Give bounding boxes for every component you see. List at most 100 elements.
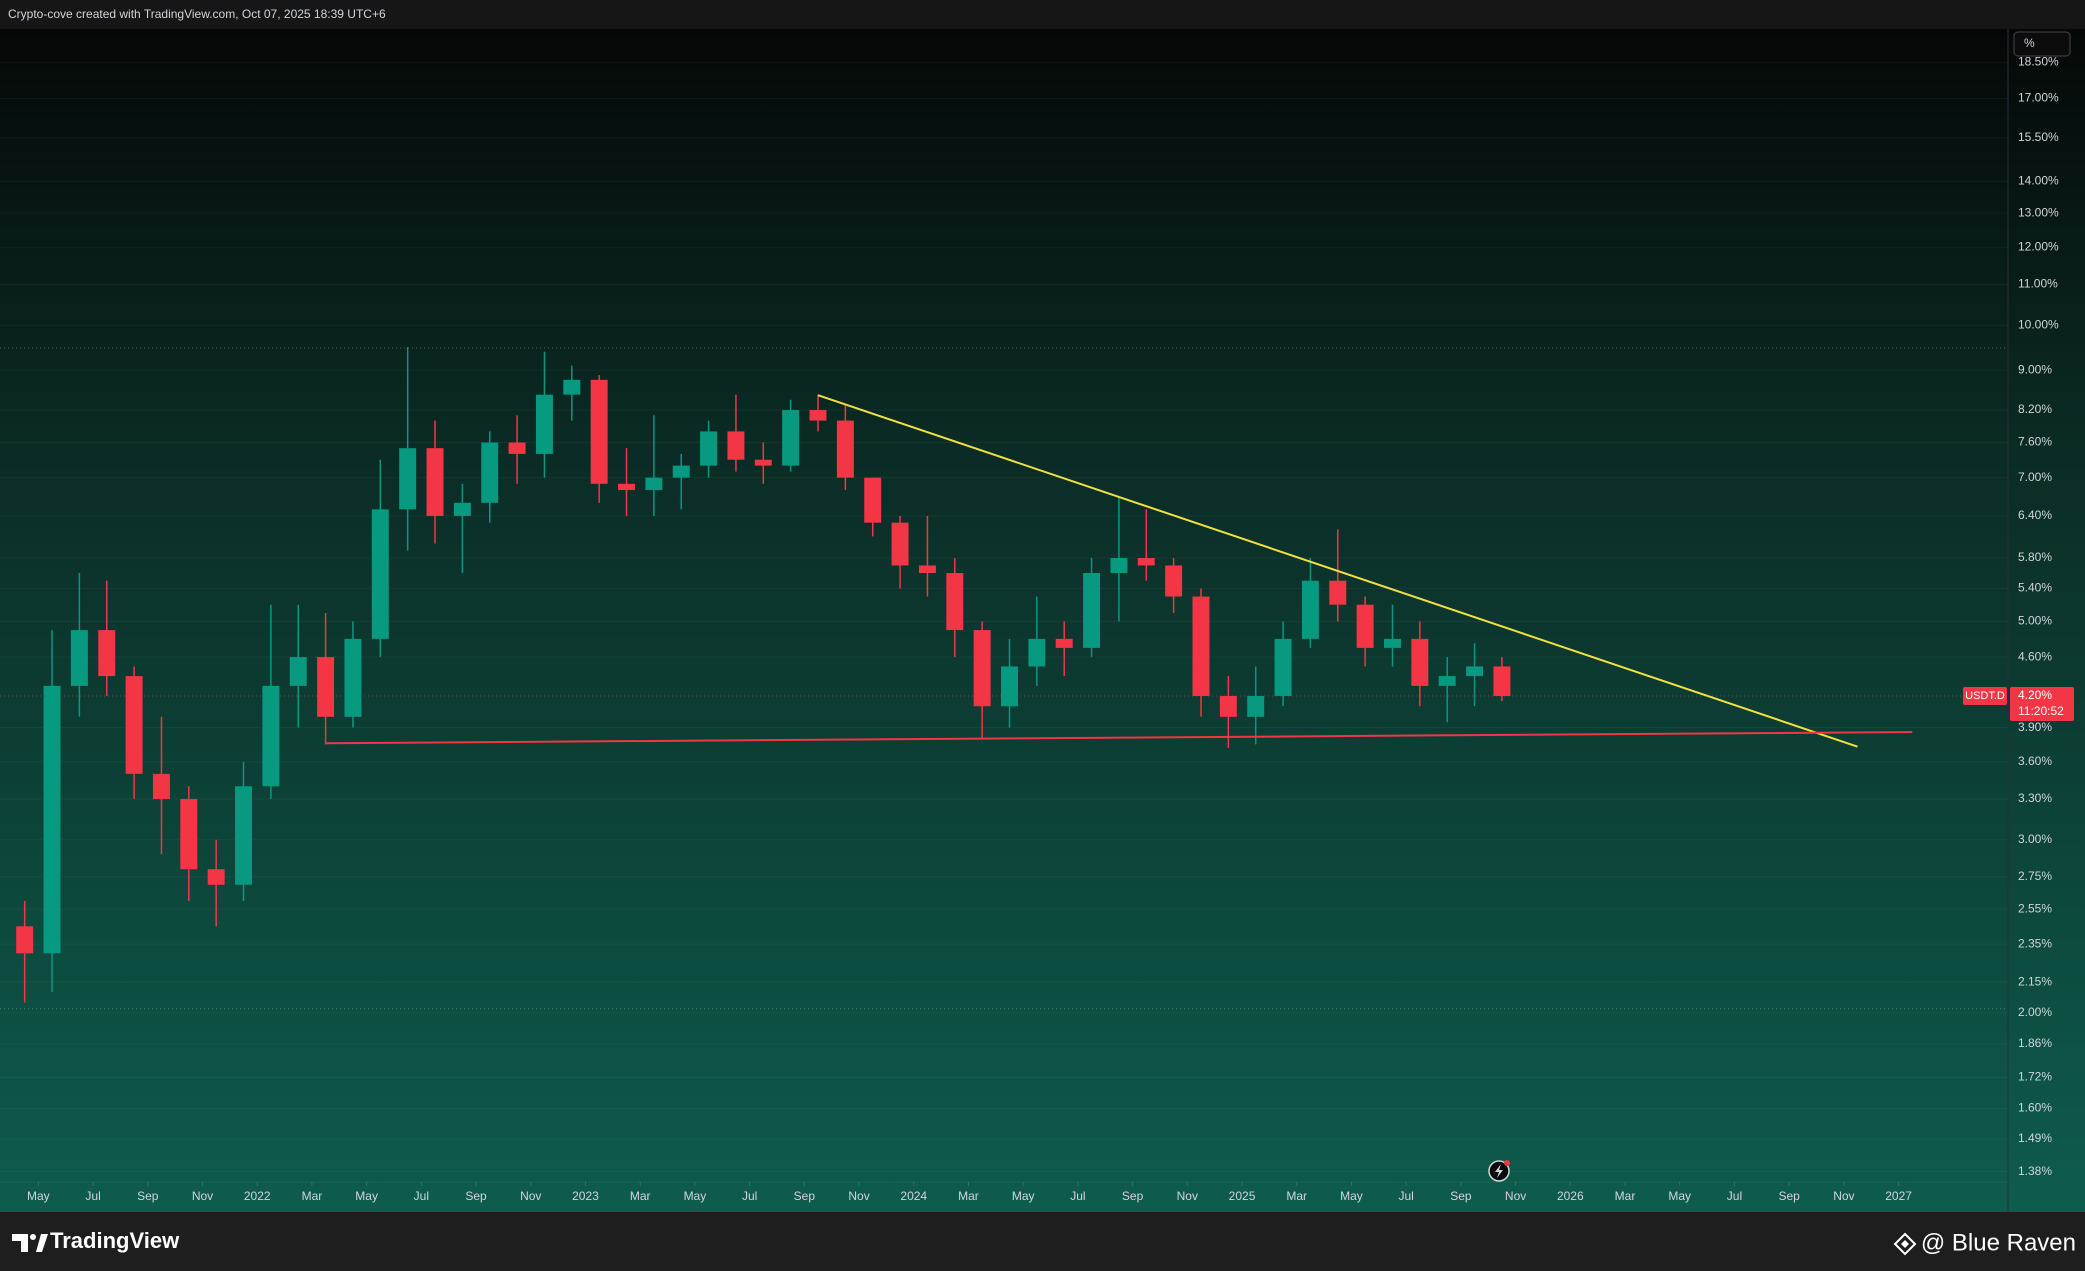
candle-body <box>618 483 635 491</box>
candle-body <box>399 448 417 510</box>
candle-body <box>70 630 88 686</box>
x-tick-label: Nov <box>192 1189 213 1203</box>
candle-body <box>262 685 280 787</box>
candle-body <box>1165 565 1183 597</box>
x-tick-label: Jul <box>1398 1189 1413 1203</box>
x-tick-label: Sep <box>1778 1189 1800 1203</box>
x-tick-label: May <box>1340 1189 1363 1203</box>
candle-body <box>1028 638 1046 667</box>
footer-brand: TradingView <box>50 1228 180 1253</box>
author-icon <box>1893 1232 1917 1256</box>
lightning-dot <box>1504 1160 1510 1166</box>
x-tick-label: Mar <box>1286 1189 1307 1203</box>
candle-body <box>1192 596 1210 696</box>
x-tick-label: 2026 <box>1557 1189 1584 1203</box>
candle-body <box>235 786 253 885</box>
footer-author: @ Blue Raven <box>1921 1229 2076 1256</box>
x-tick-label: Jul <box>1727 1189 1742 1203</box>
candle-body <box>1274 638 1292 696</box>
candle-body <box>1356 604 1374 648</box>
candle-body <box>1466 666 1484 677</box>
y-tick-label: 7.60% <box>2018 435 2052 449</box>
x-tick-label: Nov <box>848 1189 869 1203</box>
candle-body <box>563 379 581 395</box>
candle-body <box>371 509 389 639</box>
x-tick-label: Sep <box>1122 1189 1144 1203</box>
y-tick-label: 8.20% <box>2018 402 2052 416</box>
y-tick-label: 5.40% <box>2018 581 2052 595</box>
candle-body <box>289 657 307 686</box>
candle-body <box>700 431 718 466</box>
x-tick-label: Sep <box>465 1189 487 1203</box>
x-tick-label: 2023 <box>572 1189 599 1203</box>
y-tick-label: 3.30% <box>2018 791 2052 805</box>
candle-body <box>1301 580 1319 639</box>
x-tick-label: Sep <box>1450 1189 1472 1203</box>
candle-body <box>782 410 800 466</box>
last-price-label: 4.20% <box>2018 688 2052 702</box>
candle-body <box>344 638 362 717</box>
symbol-tag <box>1963 686 2007 705</box>
candle-body <box>1001 666 1018 707</box>
y-tick-label: 12.00% <box>2018 239 2059 253</box>
y-tick-label: 17.00% <box>2018 91 2059 105</box>
candle-body <box>152 773 170 800</box>
candle-body <box>16 926 34 954</box>
x-tick-label: Mar <box>1615 1189 1636 1203</box>
y-tick-label: 7.00% <box>2018 470 2052 484</box>
last-price-tag <box>2010 686 2074 721</box>
footer-bar <box>0 1212 2085 1271</box>
scale-button[interactable] <box>2013 31 2071 57</box>
x-tick-label: May <box>355 1189 378 1203</box>
logo-dot <box>30 1234 36 1240</box>
y-tick-label: 4.60% <box>2018 649 2052 663</box>
y-tick-label: 11.00% <box>2018 277 2058 291</box>
logo-slash <box>36 1234 48 1252</box>
scale-button-label[interactable]: % <box>2024 36 2035 50</box>
logo-mark <box>12 1234 28 1252</box>
trend-line <box>325 731 1913 745</box>
y-tick-label: 6.40% <box>2018 508 2052 522</box>
candle-body <box>535 394 553 454</box>
x-tick-label: Mar <box>302 1189 323 1203</box>
y-tick-label: 2.75% <box>2018 869 2052 883</box>
candle-body <box>727 431 745 460</box>
y-tick-label: 5.00% <box>2018 614 2052 628</box>
x-tick-label: 2027 <box>1885 1189 1912 1203</box>
candle-body <box>590 379 608 484</box>
y-tick-label: 10.00% <box>2018 317 2059 331</box>
x-tick-label: Mar <box>630 1189 651 1203</box>
candle-body <box>645 477 663 491</box>
tradingview-logo <box>12 1234 48 1252</box>
x-tick-label: Jul <box>742 1189 757 1203</box>
x-tick-label: Sep <box>794 1189 816 1203</box>
x-tick-label: May <box>1668 1189 1691 1203</box>
y-tick-label: 15.50% <box>2018 130 2059 144</box>
candle-body <box>1438 676 1456 686</box>
candle-body <box>1411 638 1429 686</box>
lightning-bolt <box>1495 1164 1503 1178</box>
candle-body <box>973 630 991 707</box>
candle-body <box>1247 695 1265 717</box>
y-tick-label: 9.00% <box>2018 362 2052 376</box>
x-tick-label: Nov <box>1833 1189 1854 1203</box>
x-tick-label: Nov <box>1177 1189 1198 1203</box>
x-tick-label: May <box>684 1189 707 1203</box>
y-tick-label: 3.60% <box>2018 754 2052 768</box>
candle-body <box>672 465 690 478</box>
candle-body <box>317 657 335 717</box>
x-tick-label: May <box>1012 1189 1035 1203</box>
x-tick-label: Nov <box>520 1189 541 1203</box>
candle-body <box>207 869 225 885</box>
y-tick-label: 2.35% <box>2018 936 2052 950</box>
candle-body <box>125 676 143 774</box>
x-tick-label: Jul <box>1070 1189 1085 1203</box>
y-tick-label: 1.60% <box>2018 1101 2052 1115</box>
candle-body <box>836 420 854 478</box>
y-tick-label: 2.55% <box>2018 901 2052 915</box>
x-tick-label: Jul <box>414 1189 429 1203</box>
x-tick-label: 2022 <box>244 1189 271 1203</box>
candle-body <box>1055 638 1073 648</box>
candle-body <box>43 685 61 954</box>
lightning-icon[interactable] <box>1488 1160 1510 1182</box>
